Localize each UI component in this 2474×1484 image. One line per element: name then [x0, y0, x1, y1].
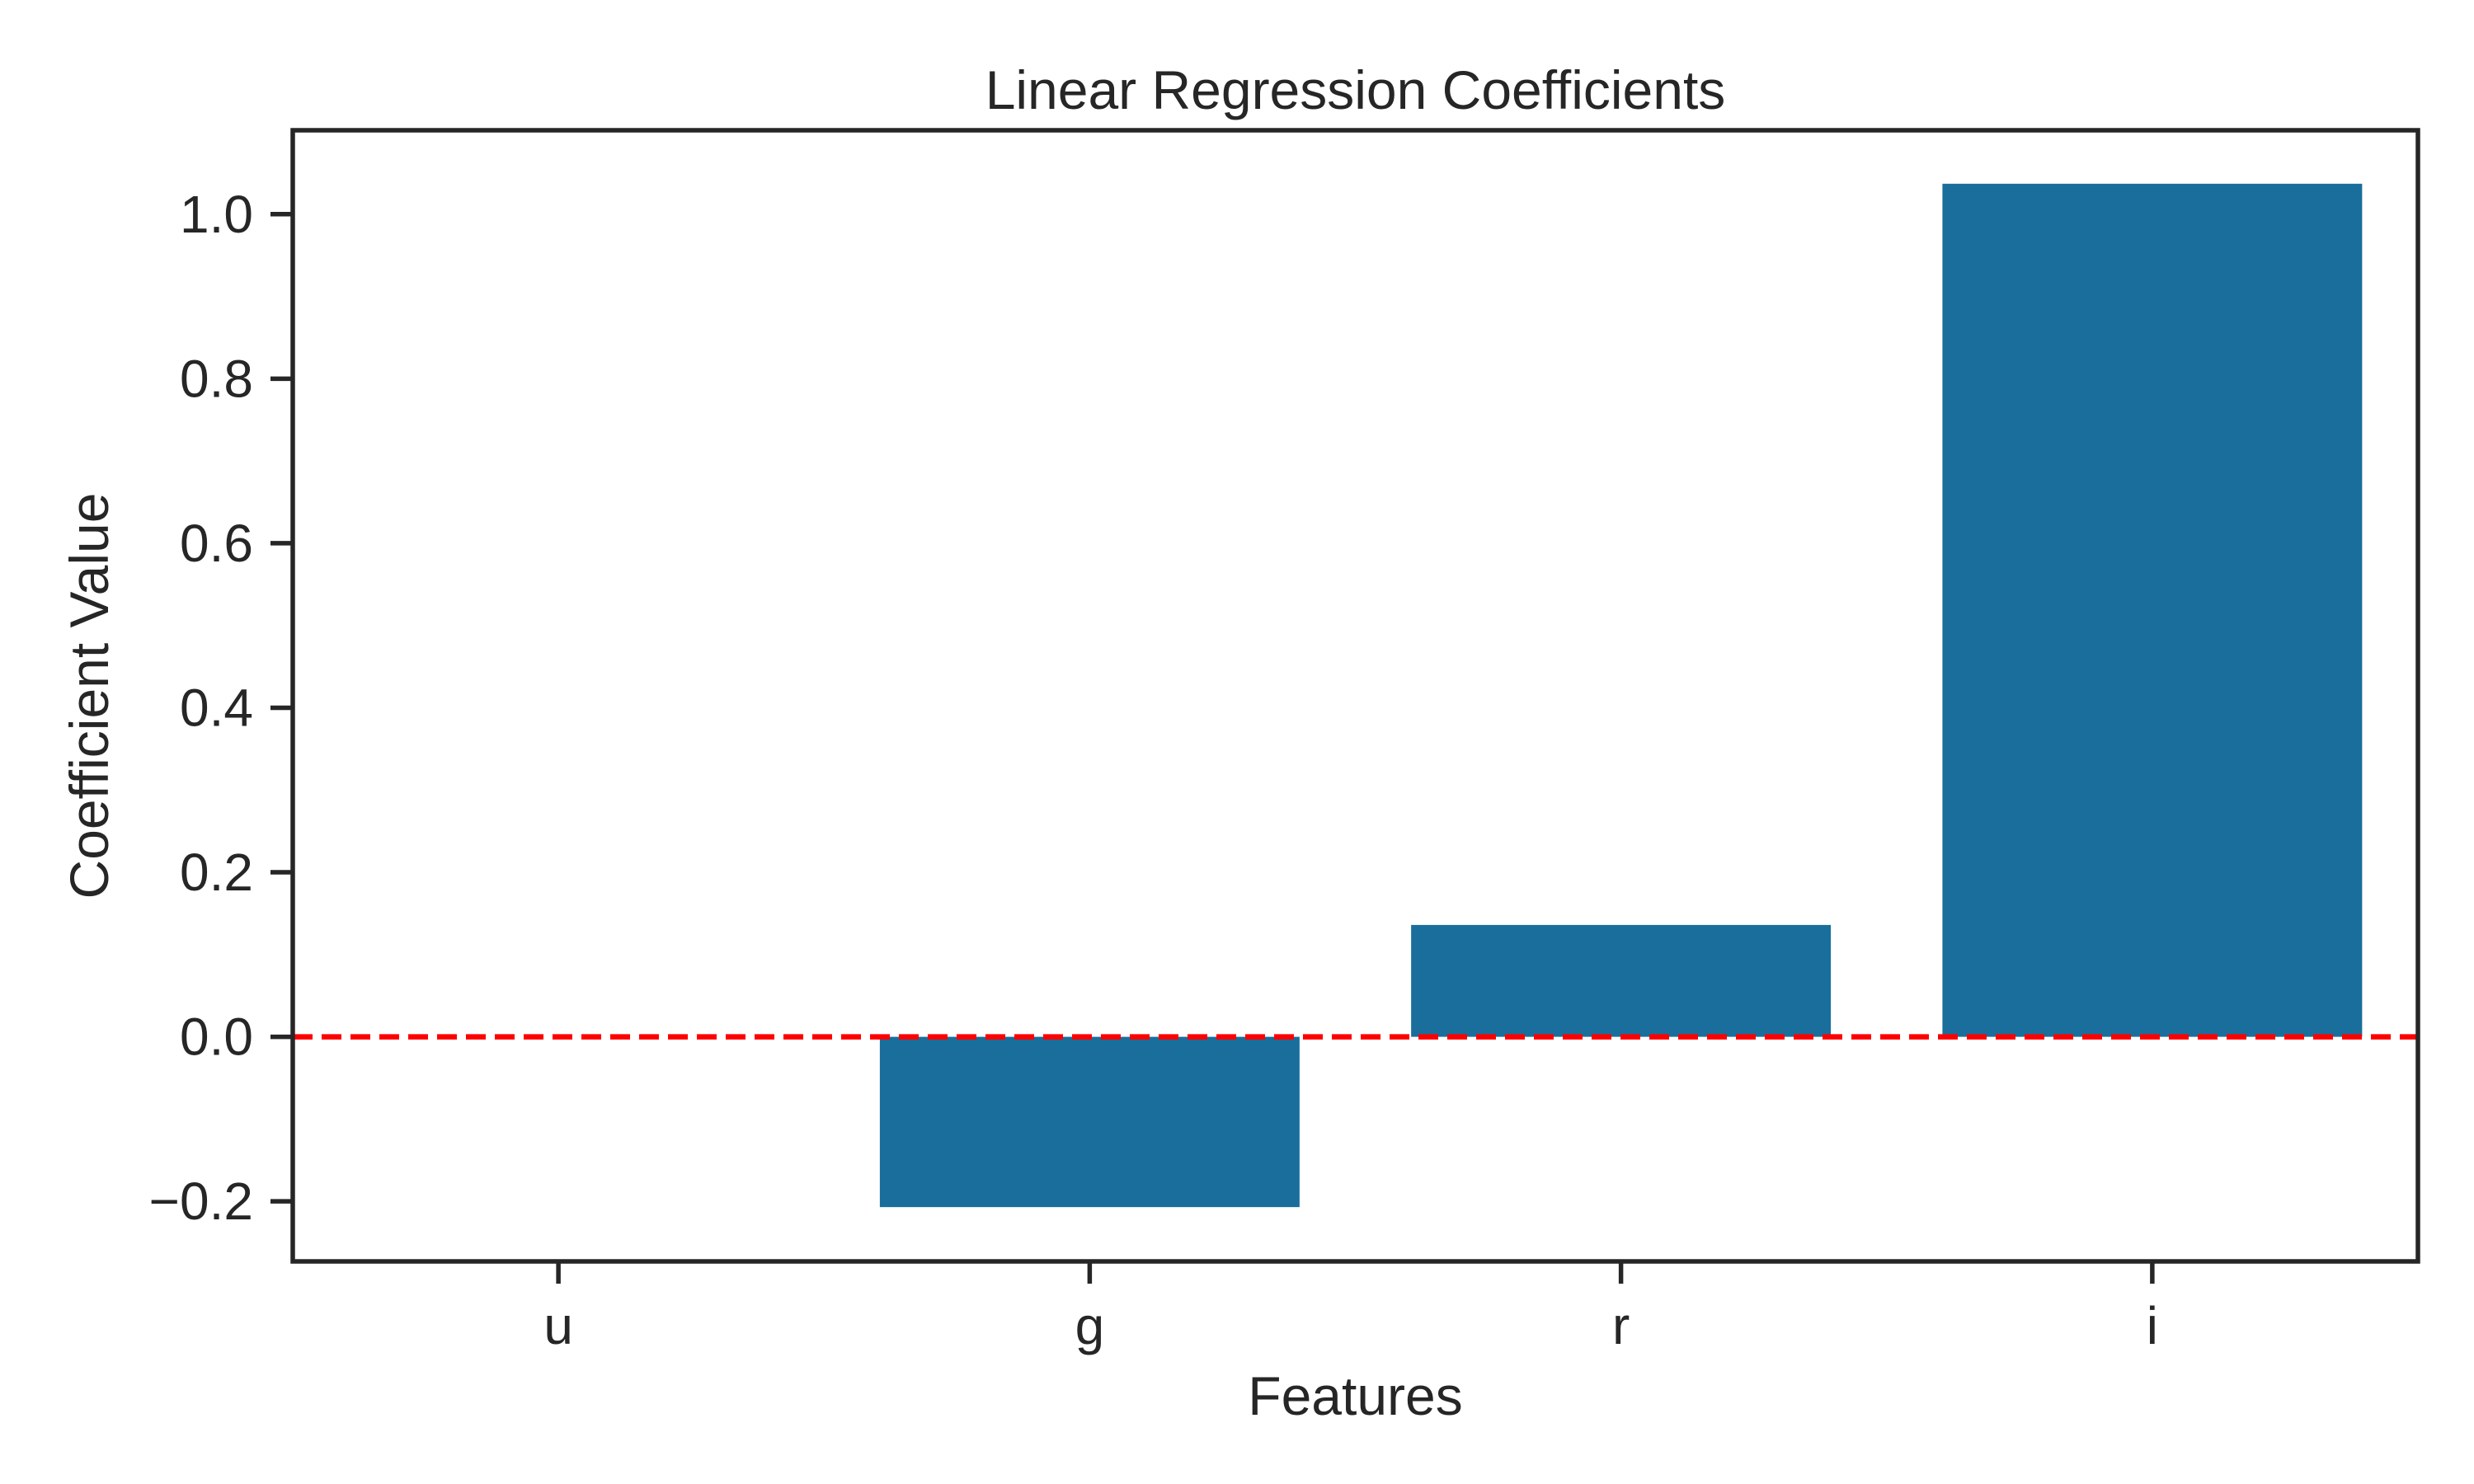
y-tick-label: 0.8 [180, 349, 253, 408]
y-tick-label: −0.2 [149, 1172, 253, 1231]
x-tick-label-i: i [2147, 1296, 2158, 1355]
y-tick-label: 0.6 [180, 514, 253, 573]
bars-layer [879, 183, 2363, 1208]
x-tick-label-u: u [543, 1296, 573, 1355]
bar-r [1411, 924, 1832, 1037]
axes-layer: −0.2 0.0 0.2 0.4 0.6 0.8 1.0 u g r i [149, 128, 2420, 1355]
bar-i [1942, 183, 2363, 1037]
chart-title: Linear Regression Coefficients [985, 59, 1726, 120]
y-tick-label: 0.0 [180, 1007, 253, 1067]
bar-g [879, 1036, 1300, 1208]
x-tick-label-r: r [1612, 1296, 1630, 1355]
y-tick-label: 1.0 [180, 185, 253, 244]
y-axis-label: Coefficient Value [59, 493, 120, 899]
x-tick-label-g: g [1075, 1296, 1105, 1355]
x-axis-label: Features [1248, 1365, 1462, 1426]
y-tick-label: 0.4 [180, 678, 253, 737]
plot-frame [290, 128, 2420, 1264]
y-tick-label: 0.2 [180, 843, 253, 902]
